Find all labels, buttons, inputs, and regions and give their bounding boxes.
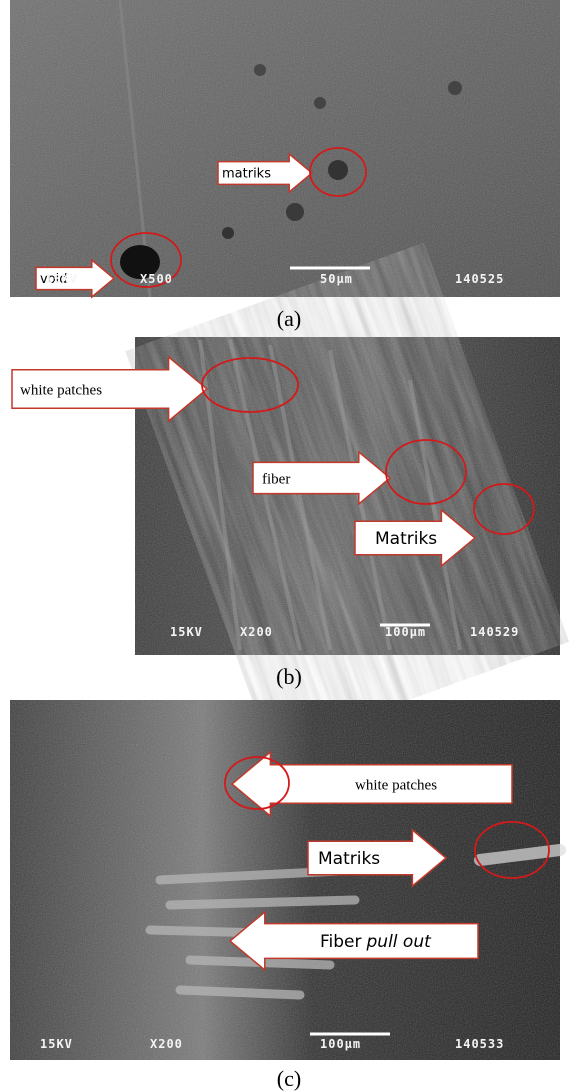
highlight-ellipse [473, 483, 535, 535]
highlight-ellipse [201, 357, 299, 413]
sem-info: 140533 [455, 1037, 504, 1051]
highlight-ellipse [110, 232, 182, 288]
annotation: matriks [217, 147, 367, 197]
arrow [230, 750, 513, 818]
annotation-text: Matriks [375, 529, 437, 549]
arrow [252, 450, 392, 506]
caption: (a) [277, 306, 301, 331]
annotation-text: void [40, 272, 68, 287]
arrow [354, 508, 477, 568]
sem-image-a [10, 0, 560, 298]
sem-info: X200 [240, 625, 273, 639]
highlight-ellipse [224, 756, 290, 810]
highlight-ellipse [385, 439, 467, 505]
annotation-text: white patches [355, 777, 437, 793]
sem-info: 100µm [320, 1037, 361, 1051]
annotation-text: fiber [262, 471, 290, 487]
arrow [35, 258, 116, 299]
arrow [217, 152, 314, 194]
annotation-label: matriks [222, 167, 271, 182]
sem-info: 140529 [470, 625, 519, 639]
annotation-label: white patches [355, 777, 437, 793]
sem-info: 15KV [40, 1037, 73, 1051]
annotation-text: matriks [222, 167, 271, 182]
sem-image-b [125, 242, 569, 750]
sem-info: X200 [150, 1037, 183, 1051]
annotation-label: void [40, 272, 68, 287]
annotation-text: Fiber [320, 932, 362, 952]
arrow [228, 910, 479, 972]
sem-info: 15KV [170, 625, 203, 639]
annotation-italic: pull out [366, 932, 433, 952]
annotation: Fiber pull out [228, 910, 479, 972]
caption: (c) [277, 1066, 301, 1091]
annotation-label: Fiber pull out [320, 932, 432, 952]
caption: (b) [276, 664, 302, 689]
arrow [11, 355, 209, 423]
sem-info: 50µm [320, 272, 353, 286]
sem-info: 100µm [385, 625, 426, 639]
annotation-text: Matriks [318, 849, 380, 869]
annotation: white patches [11, 355, 299, 423]
annotation-label: fiber [262, 471, 290, 487]
annotation-label: Matriks [318, 849, 380, 869]
sem-info: X500 [140, 272, 173, 286]
annotation-label: Matriks [375, 529, 437, 549]
annotation: Matriks [354, 483, 535, 568]
sem-info: 15KV [45, 272, 78, 286]
annotation: Matriks [307, 821, 550, 888]
sem-info: 140525 [455, 272, 504, 286]
highlight-ellipse [309, 147, 367, 197]
annotation: void [35, 232, 182, 299]
annotation-text: white patches [20, 382, 102, 398]
sem-image-c [10, 700, 566, 1060]
highlight-ellipse [474, 821, 550, 879]
arrow [307, 828, 448, 888]
annotation-label: white patches [20, 382, 102, 398]
annotation: white patches [224, 750, 513, 818]
annotation: fiber [252, 439, 467, 506]
